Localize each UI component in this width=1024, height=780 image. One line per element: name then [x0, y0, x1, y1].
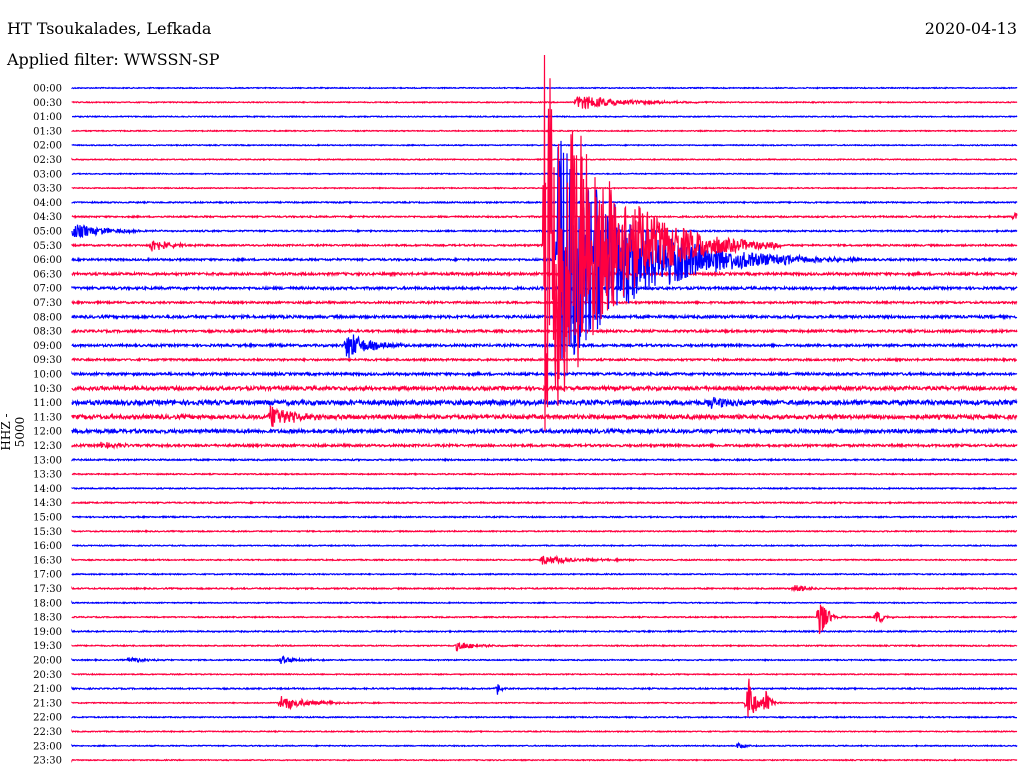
date-label: 2020-04-13 [924, 19, 1017, 38]
filter-label: Applied filter: WWSSN-SP [7, 50, 220, 69]
trace-row-1530 [71, 529, 1018, 534]
row-time-label: 03:30 [33, 184, 62, 195]
trace-row-1100 [71, 396, 1018, 409]
row-time-label: 20:30 [33, 670, 62, 681]
trace-row-2300 [71, 741, 1018, 749]
row-time-label: 02:30 [33, 155, 62, 166]
trace-row-1030 [71, 384, 1018, 393]
row-time-label: 06:00 [33, 255, 62, 266]
trace-row-1930 [71, 641, 1018, 652]
row-time-label: 09:30 [33, 355, 62, 366]
row-time-label: 19:00 [33, 627, 62, 638]
row-time-label: 18:00 [33, 598, 62, 609]
trace-row-1430 [71, 500, 1018, 505]
row-time-label: 21:00 [33, 684, 62, 695]
trace-row-1000 [71, 370, 1018, 378]
row-time-label: 10:30 [33, 384, 62, 395]
row-time-label: 04:30 [33, 212, 62, 223]
row-time-label: 20:00 [33, 656, 62, 667]
trace-row-1230 [71, 441, 1018, 450]
row-time-label: 16:00 [33, 541, 62, 552]
row-time-label: 08:30 [33, 327, 62, 338]
row-time-label: 16:30 [33, 555, 62, 566]
row-time-label: 02:00 [33, 141, 62, 152]
row-time-label: 17:30 [33, 584, 62, 595]
row-time-label: 11:00 [33, 398, 62, 409]
row-time-label: 03:00 [33, 169, 62, 180]
row-time-label: 21:30 [33, 698, 62, 709]
row-time-label: 12:00 [33, 427, 62, 438]
row-time-label: 15:30 [33, 527, 62, 538]
row-time-label: 18:30 [33, 613, 62, 624]
trace-row-0530 [71, 54, 1018, 432]
trace-row-1900 [71, 628, 1018, 634]
row-time-label: 14:00 [33, 484, 62, 495]
row-time-label: 17:00 [33, 570, 62, 581]
row-time-label: 22:00 [33, 713, 62, 724]
trace-row-2330 [71, 758, 1018, 763]
trace-row-0930 [71, 356, 1017, 363]
row-time-label: 05:30 [33, 241, 62, 252]
row-time-label: 01:00 [33, 112, 62, 123]
row-time-label: 23:00 [33, 741, 62, 752]
trace-row-1800 [71, 600, 1018, 605]
row-time-label: 07:00 [33, 284, 62, 295]
row-time-label: 22:30 [33, 727, 62, 738]
trace-row-1400 [71, 486, 1018, 491]
row-time-label: 15:00 [33, 513, 62, 524]
row-time-label: 13:30 [33, 470, 62, 481]
row-time-label: 23:30 [33, 756, 62, 767]
trace-row-1700 [71, 572, 1018, 576]
trace-row-1300 [71, 457, 1018, 463]
row-time-label: 00:30 [33, 98, 62, 109]
row-time-label: 14:30 [33, 498, 62, 509]
trace-row-1830 [71, 604, 1018, 635]
trace-row-2030 [71, 672, 1018, 677]
trace-row-1200 [71, 427, 1018, 436]
row-time-label: 07:30 [33, 298, 62, 309]
trace-row-1500 [71, 514, 1017, 520]
row-time-label: 00:00 [33, 84, 62, 95]
row-time-label: 09:00 [33, 341, 62, 352]
row-time-label: 04:00 [33, 198, 62, 209]
trace-row-0900 [71, 334, 1018, 358]
row-time-label: 19:30 [33, 641, 62, 652]
trace-row-0830 [71, 327, 1018, 335]
trace-row-1730 [71, 585, 1018, 593]
trace-row-1630 [71, 554, 1018, 565]
trace-row-2200 [71, 715, 1017, 720]
row-time-label: 01:30 [33, 126, 62, 137]
row-time-label: 10:00 [33, 370, 62, 381]
trace-row-2130 [71, 678, 1018, 717]
trace-row-1330 [71, 472, 1017, 477]
trace-row-1130 [71, 405, 1018, 427]
row-time-label: 12:30 [33, 441, 62, 452]
trace-row-1600 [71, 543, 1018, 548]
station-title: HT Tsoukalades, Lefkada [7, 19, 212, 38]
row-time-label: 13:00 [33, 455, 62, 466]
row-time-label: 08:00 [33, 312, 62, 323]
trace-row-2100 [71, 684, 1018, 695]
trace-row-2000 [71, 655, 1017, 664]
row-time-label: 11:30 [33, 412, 62, 423]
row-time-label: 05:00 [33, 227, 62, 238]
trace-row-2230 [71, 729, 1018, 734]
row-time-label: 06:30 [33, 269, 62, 280]
